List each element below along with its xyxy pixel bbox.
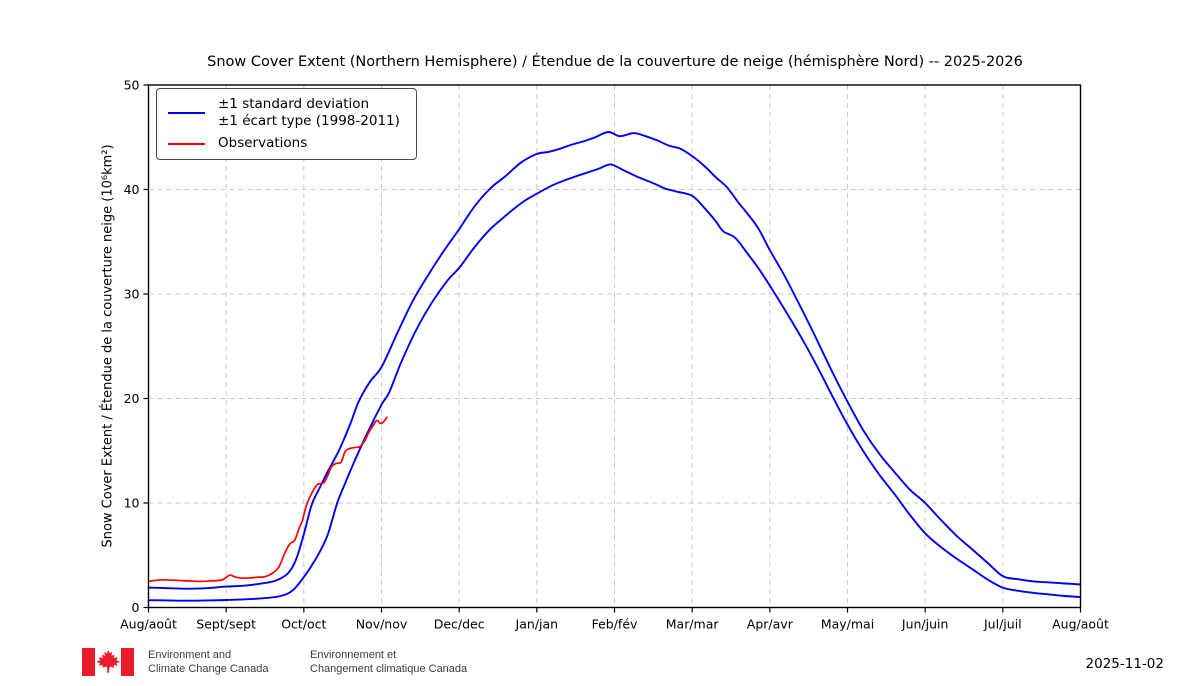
legend-label-std-line1: ±1 standard deviation [218,96,370,112]
legend-entry-std-deviation: ±1 standard deviation ±1 écart type (199… [168,96,400,130]
x-tick-label: Oct/oct [281,617,326,632]
wordmark-en-line1: Environment and [148,649,232,661]
chart-title: Snow Cover Extent (Northern Hemisphere) … [207,54,1023,70]
x-tick-label: May/mai [821,617,874,632]
x-tick-label: Nov/nov [356,617,408,632]
wordmark-fr-line1: Environnement et [310,649,397,661]
x-tick-label: Jun/juin [901,617,949,632]
y-tick-label: 40 [124,182,140,197]
legend-label-std-line2: ±1 écart type (1998-2011) [218,113,400,129]
series-observations-line [147,416,388,583]
y-tick-label: 30 [124,287,140,302]
x-tick-label: Mar/mar [666,617,720,632]
series-mean_plus_1sd-line [147,131,1082,590]
x-tick-label: Jan/jan [515,617,559,632]
canada-flag-icon [82,648,134,676]
y-tick-label: 10 [124,496,140,511]
legend-label-std-deviation: ±1 standard deviation ±1 écart type (199… [218,96,400,130]
series-mean_minus_1sd-line [147,163,1082,602]
x-tick-label: Apr/avr [747,617,794,632]
x-tick-label: Jul/juil [983,617,1022,632]
y-tick-label: 50 [124,78,140,93]
wordmark-french: Environnement et Changement climatique C… [310,648,467,676]
observations-line-swatch [168,142,205,145]
legend-entry-observations: Observations [168,135,400,152]
legend-label-observations: Observations [218,135,308,151]
wordmark-english: Environment and Climate Change Canada [148,648,268,676]
std-deviation-line-swatch [168,112,205,114]
plot-border [147,84,1082,609]
y-tick-label: 0 [132,600,140,615]
x-tick-label: Feb/fév [592,617,638,632]
wordmark-en-line2: Climate Change Canada [148,663,269,675]
x-tick-label: Sept/sept [196,617,256,632]
x-tick-label: Aug/août [1052,617,1109,632]
wordmark-fr-line2: Changement climatique Canada [310,663,468,675]
chart-legend: ±1 standard deviation ±1 écart type (199… [156,88,417,160]
x-tick-label: Aug/août [120,617,177,632]
y-tick-label: 20 [124,391,140,406]
date-stamp: 2025-11-02 [1085,656,1164,672]
x-tick-label: Dec/dec [434,617,485,632]
